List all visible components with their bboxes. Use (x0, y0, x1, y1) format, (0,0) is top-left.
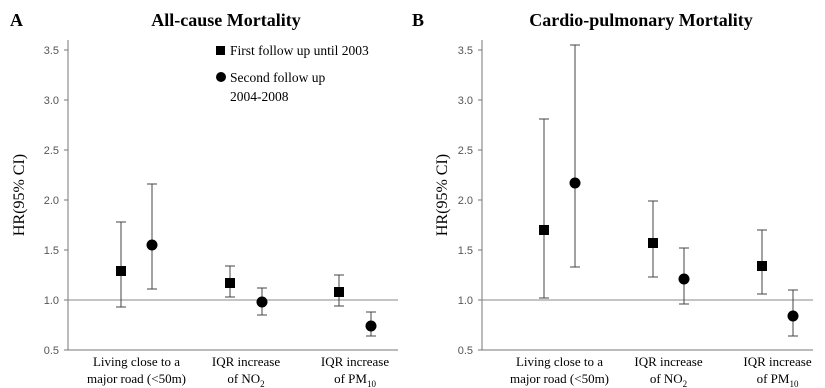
y-tick-label: 3.0 (458, 95, 473, 107)
y-tick-label: 3.5 (458, 45, 473, 57)
x-tick-label: IQR increase (321, 354, 389, 369)
y-tick-label: 3.5 (44, 45, 59, 57)
panel-title-b: Cardio-pulmonary Mortality (529, 10, 752, 30)
legend-marker-square (216, 46, 225, 55)
data-point-square (116, 266, 126, 276)
data-point-square (225, 278, 235, 288)
y-axis-label: HR(95% CI) (11, 154, 28, 236)
x-tick-label: Living close to a (516, 354, 603, 369)
data-point-circle (146, 239, 158, 251)
x-tick-label: IQR increase (634, 354, 702, 369)
panel-letter-b: B (412, 10, 424, 30)
y-tick-label: 1.0 (44, 295, 59, 307)
y-tick-label: 1.5 (458, 245, 473, 257)
data-point-circle (787, 310, 799, 322)
y-tick-label: 0.5 (44, 345, 59, 357)
y-tick-label: 1.5 (44, 245, 59, 257)
y-tick-label: 2.5 (458, 145, 473, 157)
x-tick-label: IQR increase (743, 354, 811, 369)
x-tick-label: IQR increase (212, 354, 280, 369)
y-tick-label: 1.0 (458, 295, 473, 307)
panel-letter-a: A (10, 10, 23, 30)
x-tick-label: major road (<50m) (87, 371, 186, 386)
data-point-square (757, 261, 767, 271)
y-tick-label: 2.0 (458, 195, 473, 207)
y-tick-label: 2.5 (44, 145, 59, 157)
data-point-circle (678, 273, 690, 285)
legend-label: 2004-2008 (230, 89, 289, 104)
legend-label: First follow up until 2003 (230, 43, 369, 58)
data-point-square (539, 225, 549, 235)
x-tick-label: major road (<50m) (510, 371, 609, 386)
data-point-circle (256, 296, 268, 308)
x-tick-label: of NO2 (650, 371, 687, 388)
data-point-square (648, 238, 658, 248)
legend-marker-circle (216, 72, 226, 82)
chart-all-cause: 0.5 1.0 1.5 2.0 2.5 3.0 3.5 HR(95% CI) Living cl… (11, 40, 398, 388)
data-point-circle (569, 177, 581, 189)
x-tick-label: of NO2 (227, 371, 264, 388)
y-tick-label: 2.0 (44, 195, 59, 207)
y-tick-label: 3.0 (44, 95, 59, 107)
legend-label: Second follow up (230, 70, 325, 85)
x-tick-label: Living close to a (93, 354, 180, 369)
x-tick-label: of PM10 (334, 371, 376, 388)
data-point-square (334, 287, 344, 297)
y-tick-label: 0.5 (458, 345, 473, 357)
panel-title-a: All-cause Mortality (151, 10, 300, 30)
x-tick-label: of PM10 (757, 371, 799, 388)
y-axis-label: HR(95% CI) (434, 154, 451, 236)
chart-cardio-pulmonary: 0.5 1.0 1.5 2.0 2.5 3.0 3.5 HR(95% CI) Living cl… (434, 40, 813, 388)
data-point-circle (365, 320, 377, 332)
